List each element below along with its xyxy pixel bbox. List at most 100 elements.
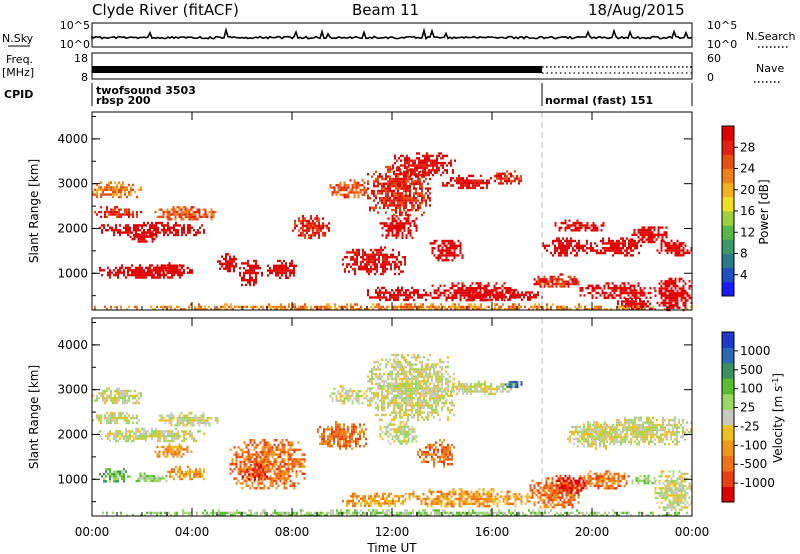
range-cell xyxy=(99,266,101,270)
range-cell xyxy=(271,446,274,449)
range-cell xyxy=(297,460,300,463)
range-cell xyxy=(123,273,125,277)
range-cell xyxy=(293,274,295,277)
range-cell xyxy=(345,184,348,187)
range-cell xyxy=(165,231,167,234)
range-cell xyxy=(377,385,379,388)
range-cell xyxy=(436,159,438,162)
range-cell xyxy=(601,291,604,295)
power-ylabel: Slant Range [km] xyxy=(27,159,41,263)
range-cell xyxy=(225,260,227,263)
range-cell xyxy=(422,171,424,174)
range-cell xyxy=(655,238,658,241)
range-cell xyxy=(480,308,482,311)
range-cell xyxy=(429,291,432,295)
range-cell xyxy=(592,221,595,225)
range-cell xyxy=(480,179,482,182)
range-cell xyxy=(403,222,406,225)
range-cell xyxy=(643,294,646,297)
range-cell xyxy=(374,256,376,259)
range-cell xyxy=(183,439,185,443)
range-cell xyxy=(94,193,96,196)
range-cell xyxy=(247,458,250,461)
range-cell xyxy=(141,266,143,270)
range-cell xyxy=(369,399,371,402)
range-cell xyxy=(631,233,634,236)
range-cell xyxy=(429,197,431,200)
range-cell xyxy=(139,474,142,478)
range-cell xyxy=(383,206,385,209)
range-cell xyxy=(378,258,380,261)
range-cell xyxy=(308,234,310,237)
range-cell xyxy=(189,470,191,473)
range-cell xyxy=(343,399,346,402)
range-cell xyxy=(484,181,486,185)
range-cell xyxy=(299,470,302,473)
range-cell xyxy=(140,394,142,397)
range-cell xyxy=(178,421,181,425)
range-cell xyxy=(414,161,416,165)
range-cell xyxy=(366,260,368,264)
range-cell xyxy=(460,179,462,182)
range-cell xyxy=(618,249,620,252)
range-cell xyxy=(143,233,145,237)
range-cell xyxy=(684,301,687,305)
range-cell xyxy=(502,177,504,180)
range-cell xyxy=(160,445,163,449)
range-cell xyxy=(510,182,512,185)
range-cell xyxy=(289,262,291,265)
range-cell xyxy=(101,231,103,234)
range-cell xyxy=(188,208,191,211)
range-cell xyxy=(112,213,114,216)
range-cell xyxy=(432,173,434,177)
colorbar-tick-label: 28 xyxy=(740,140,755,154)
range-cell xyxy=(597,284,600,287)
range-cell xyxy=(400,154,402,158)
range-cell xyxy=(409,213,411,217)
range-cell xyxy=(259,267,261,270)
range-cell xyxy=(411,219,414,223)
range-cell xyxy=(289,479,292,483)
range-cell xyxy=(431,249,434,252)
range-cell xyxy=(688,294,691,297)
range-cell xyxy=(170,266,173,270)
range-cell xyxy=(670,294,673,297)
range-cell xyxy=(197,475,199,478)
range-cell xyxy=(576,219,579,222)
range-cell xyxy=(578,308,580,311)
range-cell xyxy=(598,251,600,255)
range-cell xyxy=(287,276,289,279)
scatter-region xyxy=(242,463,268,481)
range-cell xyxy=(351,402,354,405)
range-cell xyxy=(398,253,400,256)
range-cell xyxy=(537,275,540,279)
range-cell xyxy=(387,406,389,409)
range-cell xyxy=(383,382,385,385)
range-cell xyxy=(255,460,258,463)
range-cell xyxy=(411,286,413,290)
range-cell xyxy=(404,263,406,266)
range-cell xyxy=(401,234,404,237)
range-cell xyxy=(271,453,274,456)
range-cell xyxy=(226,303,228,306)
range-cell xyxy=(394,260,396,264)
range-cell xyxy=(447,289,450,292)
range-cell xyxy=(657,226,660,229)
range-cell xyxy=(444,169,446,172)
range-cell xyxy=(417,175,419,178)
range-cell xyxy=(106,215,108,219)
range-cell xyxy=(304,303,306,306)
range-cell xyxy=(430,159,432,162)
range-cell xyxy=(643,236,646,239)
range-cell xyxy=(420,164,422,167)
range-cell xyxy=(568,226,571,230)
range-cell xyxy=(401,289,403,292)
range-cell xyxy=(372,253,374,256)
range-cell xyxy=(229,448,232,451)
range-cell xyxy=(253,264,255,267)
range-cell xyxy=(125,224,127,227)
range-cell xyxy=(163,432,165,435)
range-cell xyxy=(624,254,626,257)
range-cell xyxy=(463,294,466,297)
range-cell xyxy=(399,194,401,197)
